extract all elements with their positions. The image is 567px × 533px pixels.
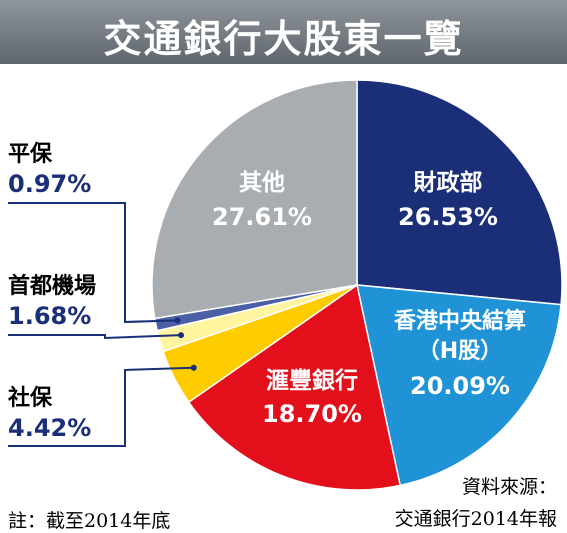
label-airport-value: 1.68%: [8, 302, 92, 330]
slice-hkscc: [356, 284, 562, 487]
slice-hsbc-name: 滙豐銀行: [266, 367, 358, 394]
leader-pingbao: [8, 202, 178, 324]
slice-hsbc: [187, 283, 402, 491]
title-bar: 交通銀行大股東一覽: [0, 0, 567, 64]
slice-hkscc-sublabel: （H股）: [418, 339, 502, 364]
label-pingbao-name: 平保: [8, 142, 53, 167]
slice-finance-ministry-value: 26.53%: [398, 203, 498, 231]
slice-finance-ministry-name: 財政部: [414, 169, 483, 196]
leader-airport-dot: [178, 332, 185, 339]
leader-airport: [8, 334, 182, 340]
label-shebao-value: 4.42%: [8, 414, 92, 442]
slice-hsbc-value: 18.70%: [262, 400, 362, 428]
slice-finance-ministry: [356, 79, 563, 306]
source-text: 交通銀行2014年報: [394, 508, 557, 530]
leader-pingbao-dot: [174, 317, 181, 324]
slice-hkscc-name: 香港中央結算: [394, 308, 526, 334]
leader-shebao-dot: [190, 364, 197, 371]
label-pingbao-value: 0.97%: [8, 170, 92, 198]
chart-title: 交通銀行大股東一覽: [103, 17, 464, 61]
footnote: 註：截至2014年底: [8, 510, 171, 532]
slice-hkscc-value: 20.09%: [410, 372, 510, 400]
leader-shebao: [8, 366, 194, 447]
label-airport-name: 首都機場: [8, 274, 97, 299]
source-label: 資料來源：: [461, 476, 557, 498]
slice-others-value: 27.61%: [212, 203, 312, 231]
label-shebao-name: 社保: [8, 386, 53, 411]
slice-others: [151, 79, 358, 320]
slice-others-name: 其他: [239, 170, 285, 196]
